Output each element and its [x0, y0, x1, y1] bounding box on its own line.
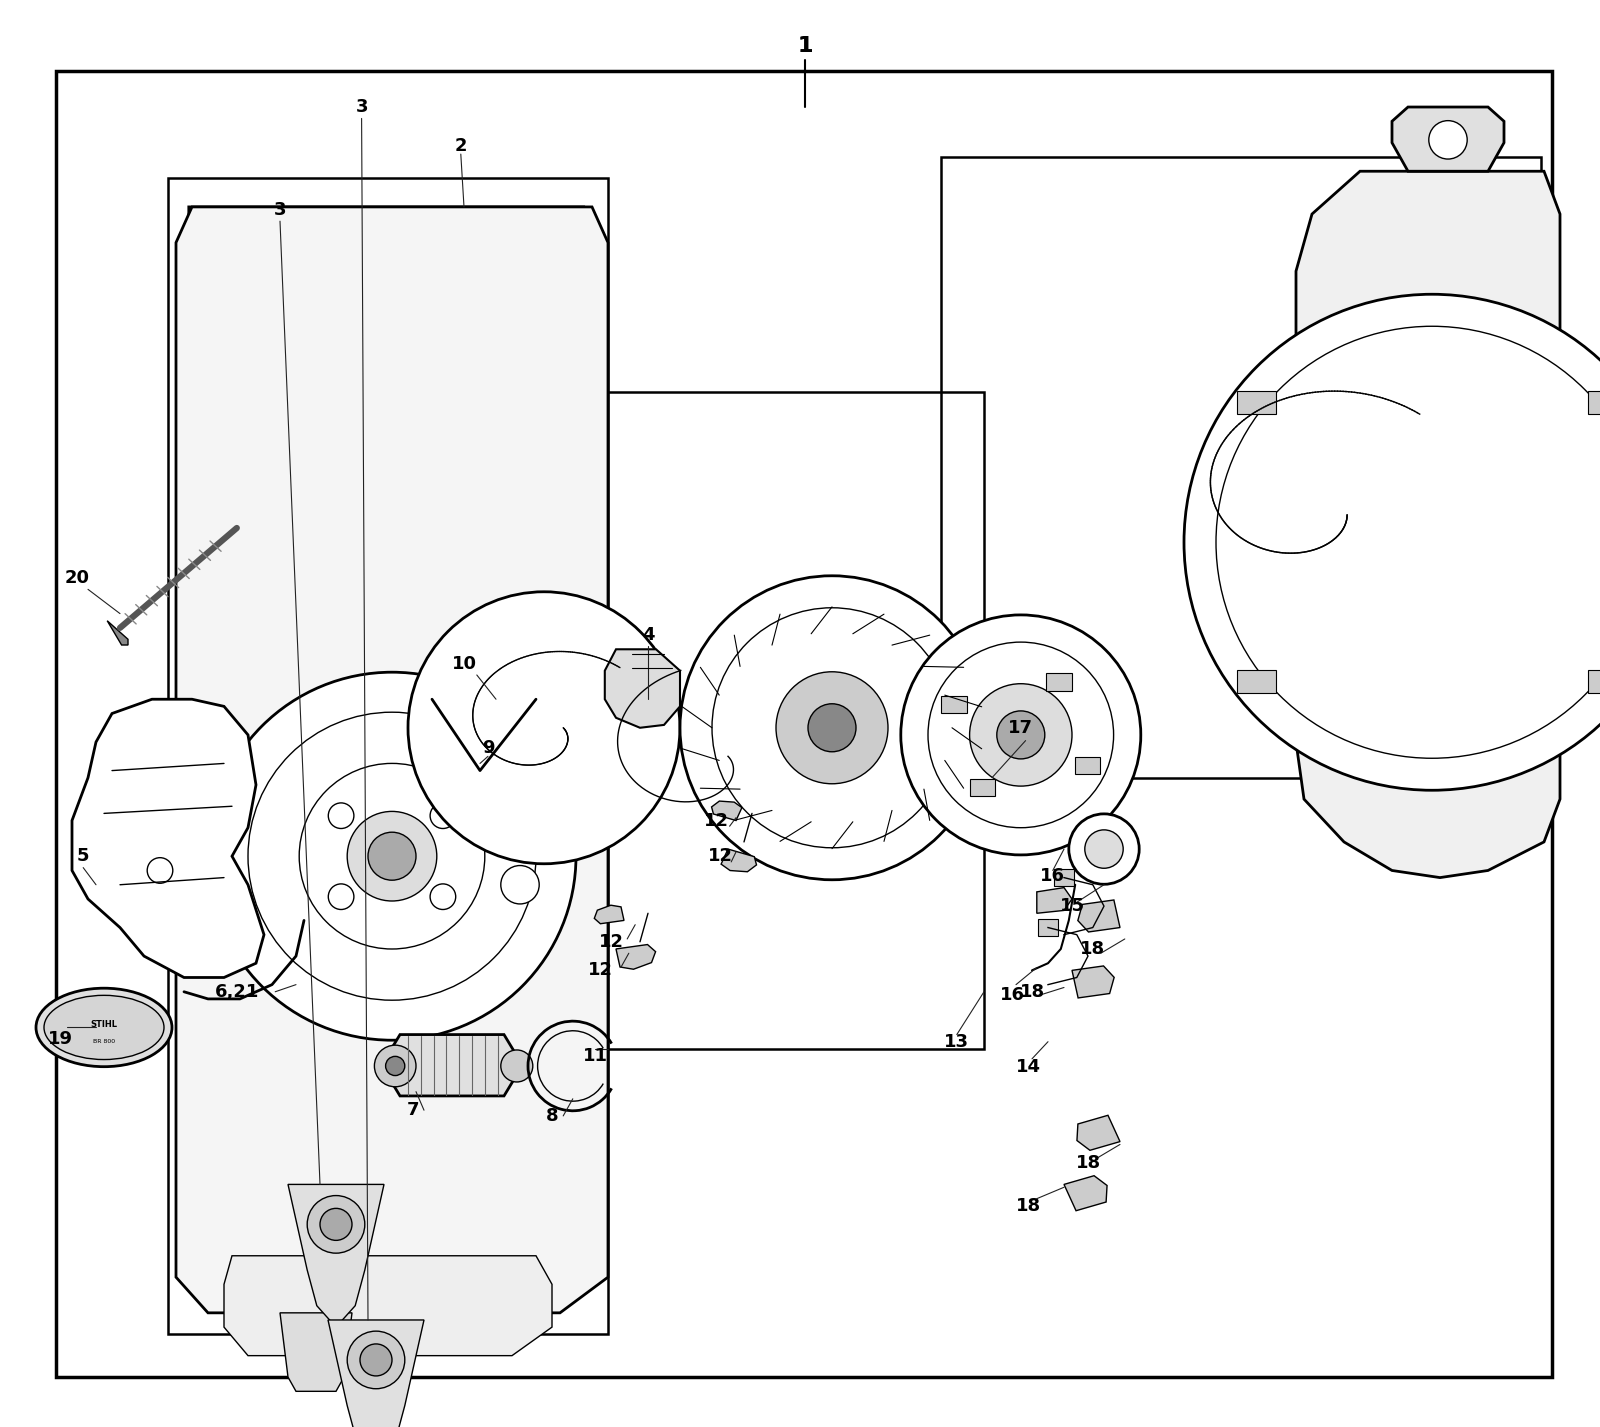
Polygon shape [1392, 107, 1504, 171]
Text: 1: 1 [797, 36, 813, 56]
Text: 18: 18 [1016, 1197, 1042, 1214]
Text: 4: 4 [642, 626, 654, 644]
Polygon shape [1072, 966, 1114, 997]
Text: BR 800: BR 800 [93, 1039, 115, 1045]
Polygon shape [1078, 900, 1120, 932]
Circle shape [248, 712, 536, 1000]
Polygon shape [1046, 674, 1072, 691]
Circle shape [776, 672, 888, 783]
Text: 11: 11 [582, 1047, 608, 1065]
Circle shape [347, 812, 437, 900]
Circle shape [997, 711, 1045, 759]
Circle shape [147, 858, 173, 883]
Text: 6,21: 6,21 [214, 983, 259, 1000]
Text: 13: 13 [944, 1033, 970, 1050]
Polygon shape [1296, 171, 1560, 878]
Circle shape [970, 684, 1072, 786]
Text: 15: 15 [1059, 898, 1085, 915]
Text: 5: 5 [77, 848, 90, 865]
Text: 16: 16 [1000, 986, 1026, 1003]
Circle shape [408, 592, 680, 863]
Circle shape [1429, 121, 1467, 158]
Text: 17: 17 [1008, 719, 1034, 736]
Text: 7: 7 [406, 1102, 419, 1119]
Text: 12: 12 [587, 962, 613, 979]
Circle shape [808, 704, 856, 752]
Polygon shape [328, 1320, 424, 1427]
Polygon shape [1077, 1116, 1120, 1150]
Text: 14: 14 [1016, 1059, 1042, 1076]
Text: 8: 8 [546, 1107, 558, 1124]
Text: 3: 3 [355, 98, 368, 116]
Circle shape [901, 615, 1141, 855]
Circle shape [386, 1056, 405, 1076]
Polygon shape [594, 905, 624, 923]
Circle shape [328, 803, 354, 829]
Circle shape [299, 763, 485, 949]
Circle shape [368, 832, 416, 880]
Polygon shape [1237, 391, 1275, 414]
Polygon shape [389, 1035, 515, 1096]
Text: 9: 9 [482, 739, 494, 756]
Circle shape [360, 1344, 392, 1376]
Circle shape [1069, 813, 1139, 885]
Circle shape [307, 1196, 365, 1253]
Circle shape [320, 1209, 352, 1240]
Polygon shape [280, 1313, 352, 1391]
Text: 1: 1 [797, 36, 813, 56]
Text: 10: 10 [451, 655, 477, 672]
Polygon shape [189, 207, 600, 1291]
Text: 16: 16 [1040, 868, 1066, 885]
Circle shape [430, 883, 456, 909]
Polygon shape [1038, 919, 1058, 936]
Circle shape [712, 608, 952, 848]
Circle shape [347, 1331, 405, 1388]
Circle shape [374, 1045, 416, 1087]
Polygon shape [712, 801, 742, 821]
Polygon shape [288, 1184, 384, 1327]
Circle shape [208, 672, 576, 1040]
Text: STIHL: STIHL [91, 1020, 117, 1029]
Polygon shape [1054, 869, 1074, 886]
Text: 12: 12 [704, 812, 730, 829]
Circle shape [430, 803, 456, 829]
Ellipse shape [45, 996, 165, 1059]
Text: 12: 12 [598, 933, 624, 950]
Text: 18: 18 [1075, 1154, 1101, 1172]
Circle shape [501, 866, 539, 903]
Text: 2: 2 [454, 137, 467, 154]
Polygon shape [605, 649, 680, 728]
Polygon shape [224, 1256, 552, 1356]
Circle shape [501, 1050, 533, 1082]
Polygon shape [616, 945, 656, 969]
Ellipse shape [35, 989, 173, 1067]
Polygon shape [722, 849, 757, 872]
Polygon shape [970, 779, 995, 796]
Polygon shape [176, 207, 608, 1313]
Text: 19: 19 [48, 1030, 74, 1047]
Text: 3: 3 [274, 201, 286, 218]
Circle shape [1085, 831, 1123, 868]
Polygon shape [1589, 391, 1600, 414]
Polygon shape [1237, 671, 1275, 694]
Circle shape [1184, 294, 1600, 791]
Circle shape [1216, 327, 1600, 758]
Polygon shape [107, 621, 128, 645]
Polygon shape [72, 699, 264, 977]
Circle shape [680, 575, 984, 880]
Polygon shape [1075, 756, 1101, 773]
Polygon shape [1064, 1176, 1107, 1210]
Text: 18: 18 [1080, 940, 1106, 958]
Text: 12: 12 [707, 848, 733, 865]
Circle shape [328, 883, 354, 909]
Text: 18: 18 [1019, 983, 1045, 1000]
Circle shape [928, 642, 1114, 828]
Text: 20: 20 [64, 569, 90, 586]
Polygon shape [941, 696, 966, 714]
Polygon shape [1589, 671, 1600, 694]
Polygon shape [1037, 888, 1072, 913]
